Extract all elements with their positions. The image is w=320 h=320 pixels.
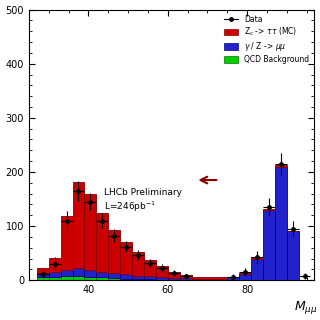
- Bar: [73, 182, 84, 268]
- Bar: [144, 260, 156, 276]
- Text: LHCb Preliminary
L=246pb$^{-1}$: LHCb Preliminary L=246pb$^{-1}$: [104, 188, 182, 214]
- Bar: [37, 277, 49, 280]
- Bar: [84, 277, 96, 280]
- Bar: [239, 274, 251, 280]
- Bar: [191, 277, 227, 279]
- Bar: [61, 216, 73, 270]
- Bar: [132, 279, 144, 280]
- Bar: [251, 259, 263, 280]
- Legend: Data, Z$_c$ -> $\tau\tau$ (MC), $\gamma$ / Z -> $\mu\mu$, QCD Background: Data, Z$_c$ -> $\tau\tau$ (MC), $\gamma$…: [223, 13, 311, 66]
- Bar: [49, 272, 61, 277]
- Bar: [156, 266, 168, 277]
- Bar: [49, 258, 61, 272]
- Bar: [287, 231, 299, 280]
- Bar: [191, 279, 227, 280]
- Bar: [120, 242, 132, 274]
- Bar: [120, 274, 132, 279]
- Bar: [132, 252, 144, 276]
- Bar: [61, 276, 73, 280]
- Bar: [108, 230, 120, 273]
- Bar: [108, 278, 120, 280]
- Bar: [275, 166, 287, 280]
- Bar: [61, 270, 73, 276]
- Bar: [132, 276, 144, 279]
- Bar: [168, 272, 180, 278]
- Bar: [263, 209, 275, 210]
- Bar: [73, 268, 84, 276]
- Bar: [96, 272, 108, 277]
- Bar: [108, 273, 120, 278]
- Bar: [180, 278, 191, 280]
- Bar: [144, 276, 156, 279]
- Bar: [156, 277, 168, 280]
- Bar: [49, 277, 61, 280]
- Bar: [120, 279, 132, 280]
- Bar: [73, 276, 84, 280]
- Bar: [96, 212, 108, 272]
- Bar: [180, 275, 191, 278]
- X-axis label: $M_{\mu\mu}$: $M_{\mu\mu}$: [294, 299, 318, 316]
- Bar: [144, 279, 156, 280]
- Bar: [37, 268, 49, 273]
- Bar: [37, 273, 49, 277]
- Bar: [84, 194, 96, 270]
- Bar: [168, 278, 180, 280]
- Bar: [263, 210, 275, 280]
- Bar: [96, 277, 108, 280]
- Bar: [84, 270, 96, 277]
- Bar: [275, 165, 287, 166]
- Bar: [239, 273, 251, 274]
- Bar: [227, 277, 239, 280]
- Bar: [251, 258, 263, 259]
